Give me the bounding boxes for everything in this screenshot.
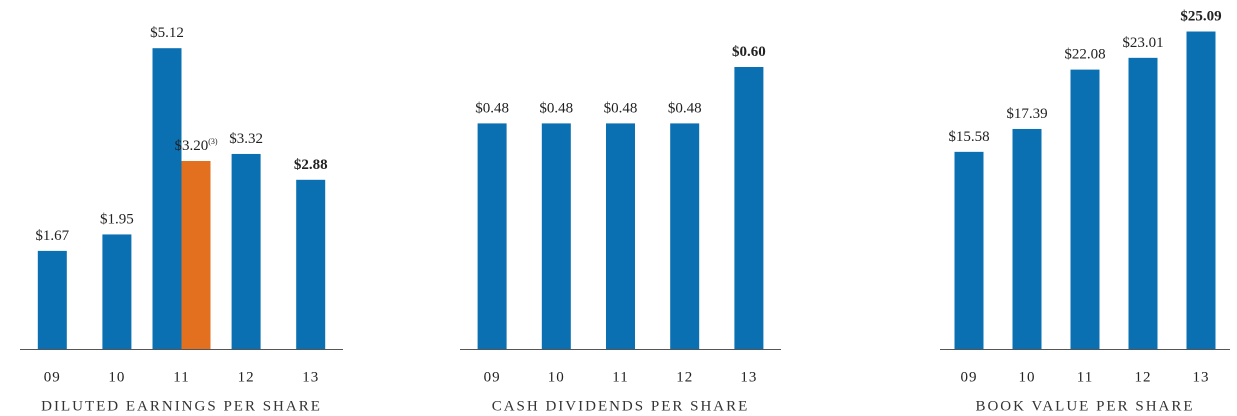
chart-title: CASH DIVIDENDS PER SHARE [492, 398, 750, 414]
bar [606, 123, 635, 350]
x-tick-label: 13 [1193, 369, 1210, 385]
value-label: $1.67 [35, 228, 69, 244]
bar [37, 250, 67, 349]
x-tick-label: 12 [1135, 369, 1152, 385]
value-label-text: $22.08 [1064, 47, 1105, 63]
bar [231, 153, 261, 349]
bar [954, 151, 984, 349]
x-tick-label: 10 [108, 369, 125, 385]
x-tick-label: 11 [173, 369, 189, 385]
x-tick-label: 10 [548, 369, 565, 385]
value-label: $25.09 [1180, 9, 1221, 25]
value-label: $0.60 [732, 44, 766, 60]
value-label: $0.48 [668, 101, 702, 117]
x-tick-label: 10 [1019, 369, 1036, 385]
value-label-text: $15.58 [948, 129, 989, 145]
value-label-text: $3.20 [174, 138, 208, 154]
value-label-text: $3.32 [229, 131, 263, 147]
bar-chart: CASH DIVIDENDS PER SHARE 09 $0.48 10 $0.48 11… [460, 44, 781, 414]
chart-title: BOOK VALUE PER SHARE [975, 398, 1194, 414]
bar-chart: BOOK VALUE PER SHARE 09 $15.58 10 $17.39 11 $2… [940, 9, 1230, 414]
value-label: $5.12 [150, 26, 184, 42]
x-tick-label: 13 [740, 369, 757, 385]
value-label-text: $0.48 [604, 101, 638, 117]
value-label-note: (3) [208, 137, 218, 146]
value-label: $1.95 [100, 212, 134, 228]
bar [152, 48, 182, 349]
value-label: $0.48 [475, 101, 509, 117]
bar [670, 123, 700, 350]
bar [1070, 69, 1100, 349]
bar [102, 234, 132, 349]
bar [541, 123, 571, 350]
value-label-text: $0.48 [475, 101, 509, 117]
bar [1186, 31, 1216, 349]
bar [181, 161, 211, 349]
bar-chart: DILUTED EARNINGS PER SHARE 09 $1.67 10 $1.95… [20, 26, 343, 414]
x-tick-label: 11 [1077, 369, 1093, 385]
x-tick-label: 13 [302, 369, 319, 385]
x-tick-label: 12 [676, 369, 693, 385]
x-tick-label: 09 [44, 369, 61, 385]
bar [734, 67, 764, 349]
value-label-text: $0.48 [539, 101, 573, 117]
value-label-text: $5.12 [150, 26, 184, 42]
value-label: $3.20(3) [174, 137, 217, 155]
value-label-text: $17.39 [1006, 106, 1047, 122]
chart-title: DILUTED EARNINGS PER SHARE [41, 398, 322, 414]
value-label-text: $2.88 [294, 157, 328, 173]
value-label-text: $0.60 [732, 44, 766, 60]
bar [477, 123, 507, 350]
value-label: $22.08 [1064, 47, 1105, 63]
value-label: $15.58 [948, 129, 989, 145]
value-label: $3.32 [229, 131, 263, 147]
bar [1012, 128, 1042, 349]
value-label: $2.88 [294, 157, 328, 173]
x-tick-label: 09 [961, 369, 978, 385]
value-label-text: $25.09 [1180, 9, 1221, 25]
value-label: $17.39 [1006, 106, 1047, 122]
value-label-text: $1.95 [100, 212, 134, 228]
x-tick-label: 09 [484, 369, 501, 385]
bar [1128, 57, 1158, 350]
value-label: $0.48 [539, 101, 573, 117]
value-label-text: $1.67 [35, 228, 69, 244]
x-tick-label: 12 [238, 369, 255, 385]
value-label-text: $23.01 [1122, 35, 1163, 51]
x-tick-label: 11 [612, 369, 628, 385]
value-label: $23.01 [1122, 35, 1163, 51]
bar [296, 179, 326, 349]
value-label-text: $0.48 [668, 101, 702, 117]
value-label: $0.48 [604, 101, 638, 117]
